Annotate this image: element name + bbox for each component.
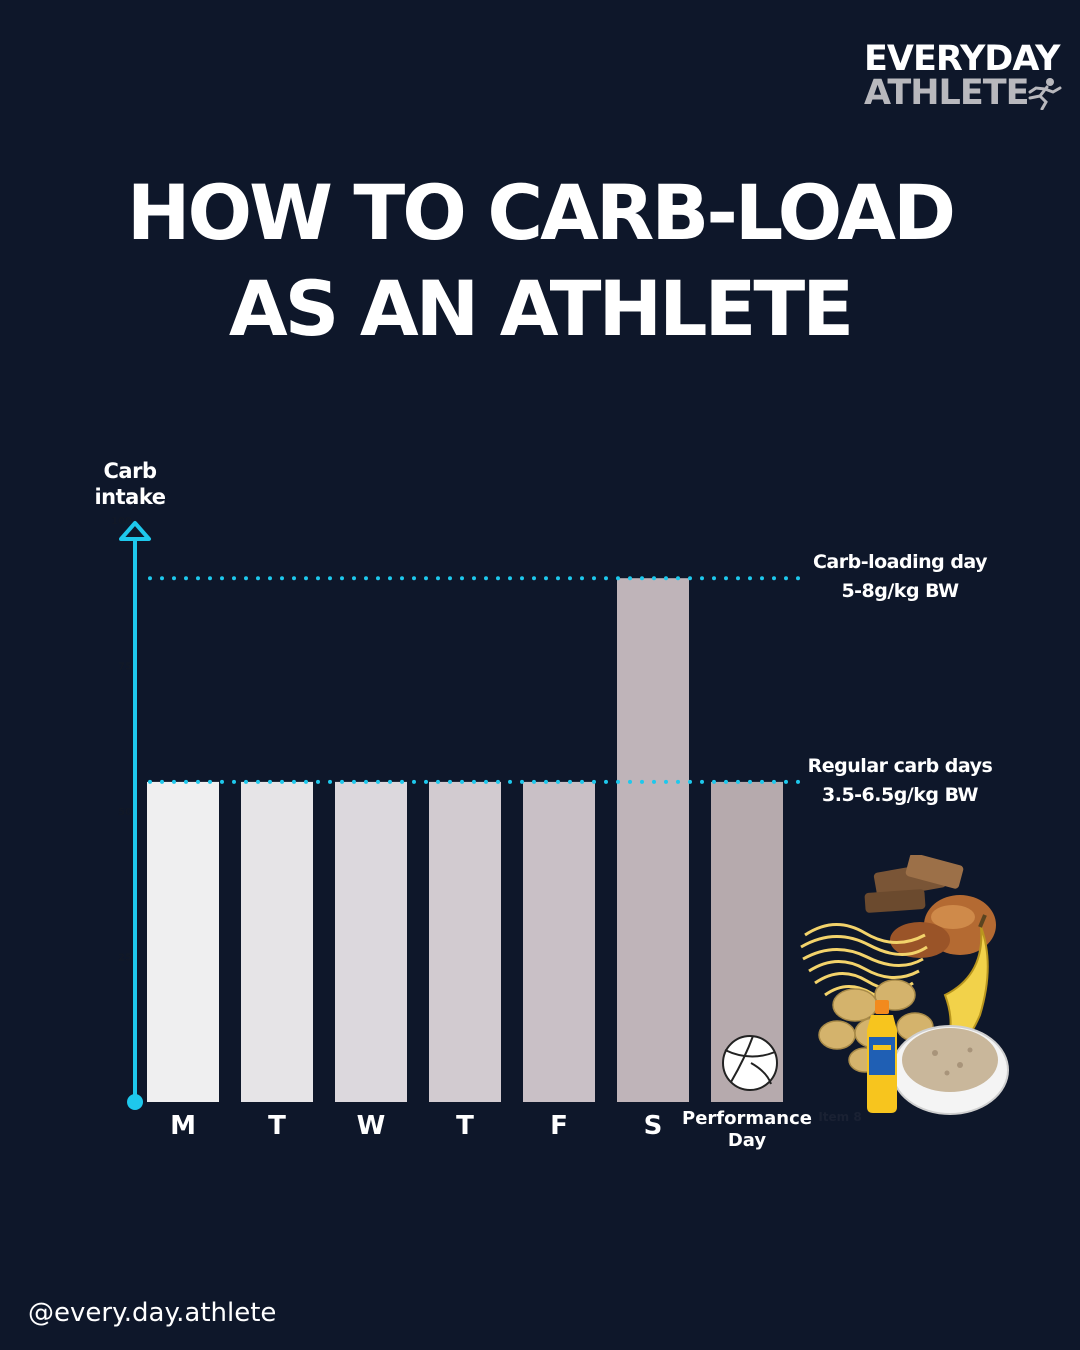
y-axis-label: Carb intake [94, 459, 166, 509]
regular-carb-value: 3.5-6.5g/kg BW [822, 784, 979, 806]
x-tick-label: T [268, 1111, 286, 1141]
x-tick-label: W [357, 1111, 386, 1141]
title-line-2: AS AN ATHLETE [228, 264, 854, 353]
y-axis-origin-dot [127, 1094, 143, 1110]
bar-1 [147, 781, 219, 1102]
brand-line-2: ATHLETE [864, 73, 1030, 113]
bar-3 [335, 781, 407, 1102]
oatmeal-bowl-icon [891, 1025, 1009, 1115]
runner-icon [1028, 78, 1062, 110]
y-tick-label: 25 [118, 953, 132, 964]
volleyball-icon [722, 1035, 778, 1091]
bread-icon [890, 895, 996, 958]
x-tick-label: S [644, 1111, 663, 1141]
page-title: HOW TO CARB-LOAD AS AN ATHLETE [0, 165, 1080, 357]
regular-carb-label: Regular carb days [807, 755, 993, 777]
carb-loading-value: 5-8g/kg BW [841, 580, 959, 602]
bar-6 [617, 578, 689, 1102]
y-axis-arrow [119, 521, 151, 541]
title-line-1: HOW TO CARB-LOAD [126, 168, 956, 257]
x-tick-label: M [170, 1111, 196, 1141]
bar-5 [523, 781, 595, 1102]
x-tick-label: F [550, 1111, 568, 1141]
sports-drink-icon [867, 1000, 897, 1113]
carb-loading-annotation: Carb-loading day 5-8g/kg BW [790, 548, 1010, 606]
y-tick-label: 75 [118, 662, 132, 673]
x-tick-label: Performance Day [682, 1108, 812, 1151]
brand-logo: EVERYDAY ATHLETE [864, 39, 1064, 113]
bar-4 [429, 781, 501, 1102]
y-tick-label: 50 [118, 807, 132, 818]
carb-foods-illustration [800, 855, 1009, 1115]
x-tick-label: T [456, 1111, 474, 1141]
social-handle: @every.day.athlete [28, 1298, 277, 1328]
x-tick-label-extra: Item 8 [818, 1110, 861, 1124]
potato-icon [818, 979, 934, 1073]
carb-loading-label: Carb-loading day [812, 551, 988, 573]
brand-line-1: EVERYDAY [864, 39, 1060, 79]
bar-2 [241, 781, 313, 1102]
granola-bar-icon [864, 855, 964, 913]
regular-carb-annotation: Regular carb days 3.5-6.5g/kg BW [790, 752, 1010, 810]
y-tick-label: 100 [111, 516, 132, 527]
